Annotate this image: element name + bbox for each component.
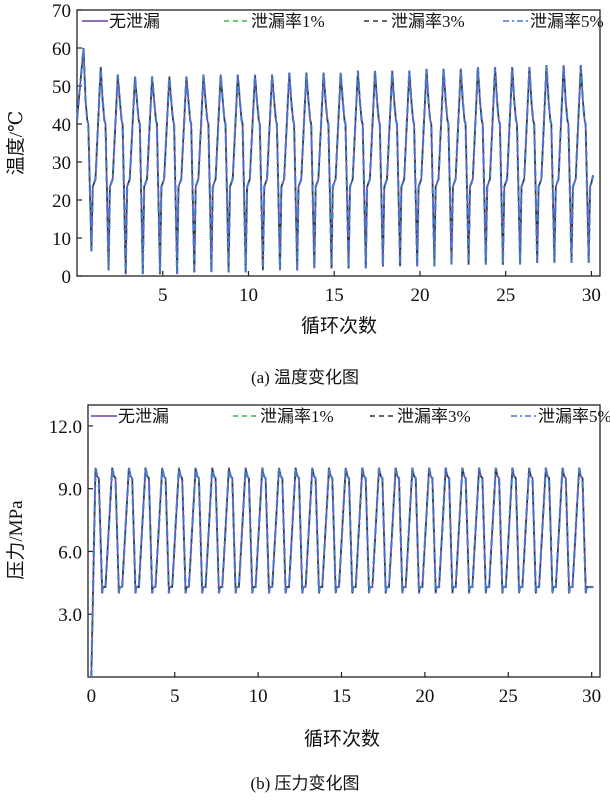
chart-a-caption: (a) 温度变化图: [251, 368, 359, 387]
series-line-2: [76, 47, 594, 275]
y-tick-label: 9.0: [58, 480, 82, 501]
x-tick-label: 15: [332, 686, 351, 707]
x-tick-label: 0: [87, 686, 97, 707]
y-tick-label: 20: [52, 191, 71, 212]
x-tick-label: 5: [170, 686, 180, 707]
y-tick-label: 6.0: [58, 542, 82, 563]
pressure-chart: 压力/MPa 循环次数 (b) 压力变化图 0 5 10 15 20 25 30 3.0 6.0…: [5, 404, 610, 793]
y-tick-label: 10: [52, 229, 71, 250]
x-tick-label: 30: [582, 686, 601, 707]
x-tick-label: 20: [410, 285, 429, 306]
chart-b-caption: (b) 压力变化图: [250, 774, 359, 793]
legend-label-3: 泄漏率3%: [397, 407, 471, 426]
y-tick-label: 30: [52, 153, 71, 174]
x-tick-label: 15: [325, 285, 344, 306]
y-tick-label: 0: [62, 267, 72, 288]
legend-label-4: 泄漏率5%: [530, 12, 604, 31]
x-tick-label: 5: [158, 285, 168, 306]
temperature-chart: 温度/℃ 循环次数 (a) 温度变化图 5 10 15 20 25 30 0 10 20 30 40…: [5, 1, 604, 387]
legend-label-2: 泄漏率1%: [251, 12, 325, 31]
legend-label-4: 泄漏率5%: [538, 407, 610, 426]
y-tick-label: 12.0: [49, 417, 82, 438]
chart-a-ylabel: 温度/℃: [5, 111, 27, 176]
y-tick-label: 60: [52, 39, 71, 60]
plot-frame: [76, 9, 601, 277]
legend-label-1: 无泄漏: [118, 407, 169, 426]
legend-label-3: 泄漏率3%: [391, 12, 465, 31]
x-tick-label: 10: [239, 285, 258, 306]
series-line-4: [90, 467, 594, 678]
legend-label-1: 无泄漏: [109, 12, 160, 31]
y-tick-label: 70: [52, 1, 71, 22]
chart-b-ylabel: 压力/MPa: [5, 500, 27, 580]
x-tick-label: 10: [249, 686, 268, 707]
y-tick-label: 50: [52, 77, 71, 98]
chart-a-xlabel: 循环次数: [301, 315, 377, 337]
x-tick-label: 30: [582, 285, 601, 306]
legend-label-2: 泄漏率1%: [260, 407, 334, 426]
chart-b-xlabel: 循环次数: [304, 728, 380, 750]
x-tick-label: 25: [496, 285, 515, 306]
y-tick-label: 40: [52, 115, 71, 136]
x-tick-label: 20: [415, 686, 434, 707]
series-line-4: [75, 47, 595, 275]
series-line-3: [76, 47, 594, 275]
x-tick-label: 25: [499, 686, 518, 707]
plot-frame: [87, 404, 601, 678]
series-line-1: [76, 47, 594, 275]
y-tick-label: 3.0: [58, 605, 82, 626]
